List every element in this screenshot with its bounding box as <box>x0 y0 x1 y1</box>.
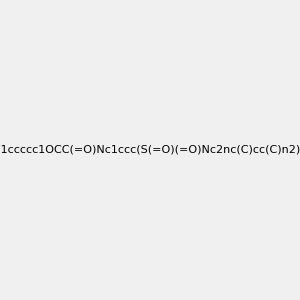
Text: CCc1ccccc1OCC(=O)Nc1ccc(S(=O)(=O)Nc2nc(C)cc(C)n2)cc1: CCc1ccccc1OCC(=O)Nc1ccc(S(=O)(=O)Nc2nc(C… <box>0 145 300 155</box>
